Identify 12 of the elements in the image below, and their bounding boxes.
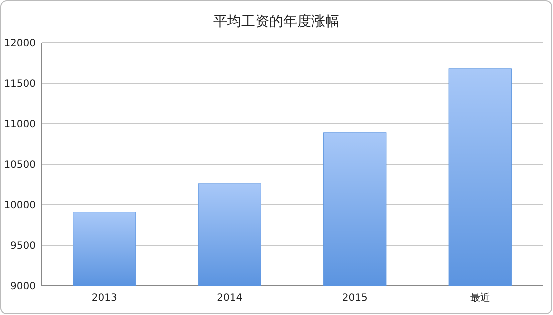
y-tick-label: 10500 bbox=[4, 160, 36, 171]
x-tick-label: 2014 bbox=[217, 293, 243, 304]
y-tick-label: 12000 bbox=[4, 38, 36, 50]
y-tick-label: 11000 bbox=[4, 120, 36, 130]
chart-title: 平均工资的年度涨幅 bbox=[214, 14, 340, 30]
x-tick-label: 最近 bbox=[470, 292, 490, 304]
x-tick-label: 2015 bbox=[342, 293, 368, 304]
y-tick-label: 9500 bbox=[10, 241, 36, 252]
y-tick-label: 9000 bbox=[10, 282, 36, 292]
y-tick-label: 10000 bbox=[4, 200, 36, 212]
x-tick-label: 2013 bbox=[92, 293, 118, 304]
y-tick-label: 11500 bbox=[4, 79, 36, 90]
